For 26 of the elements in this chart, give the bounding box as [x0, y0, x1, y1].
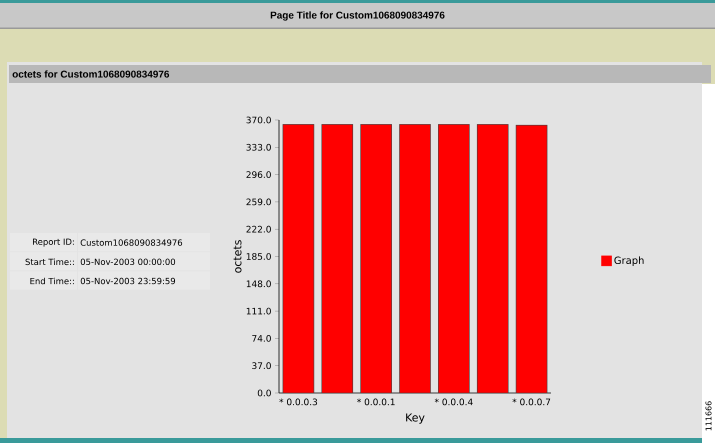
y-tick-label: 370.0 [246, 116, 271, 124]
y-tick-label: 37.0 [252, 362, 271, 370]
x-tick-label: * 0.0.0.7 [512, 398, 550, 406]
y-tick-label: 148.0 [246, 280, 271, 288]
y-tick-label: 222.0 [246, 226, 271, 233]
legend-label: Graph [614, 256, 644, 266]
x-tick-label: * 0.0.0.1 [357, 398, 395, 406]
text: End Time:: [30, 278, 74, 284]
y-tick-label: 0.0 [258, 390, 271, 396]
x-tick-label: * 0.0.0.4 [434, 398, 473, 406]
y-tick-label: 333.0 [246, 144, 271, 151]
y-tick-label: 185.0 [246, 253, 271, 260]
x-tick-label: * 0.0.0.3 [279, 398, 318, 406]
y-tick-label: 111.0 [246, 308, 271, 314]
y-tick-label: 74.0 [252, 335, 271, 342]
x-axis-title: Key [406, 413, 425, 424]
y-tick-label: 259.0 [246, 198, 271, 206]
y-axis-title: octets [234, 240, 242, 273]
chart-title: Page Title for Custom1068090834976 [270, 11, 445, 21]
y-tick-label: 296.0 [246, 171, 271, 178]
text: Custom1068090834976 [80, 239, 182, 246]
text: Report ID: [32, 238, 74, 247]
text: Start Time:: [26, 258, 74, 266]
text: octets for Custom1068090834976 [12, 70, 170, 78]
text: 05-Nov-2003 00:00:00 [80, 258, 176, 266]
text: 05-Nov-2003 23:59:59 [80, 278, 176, 284]
